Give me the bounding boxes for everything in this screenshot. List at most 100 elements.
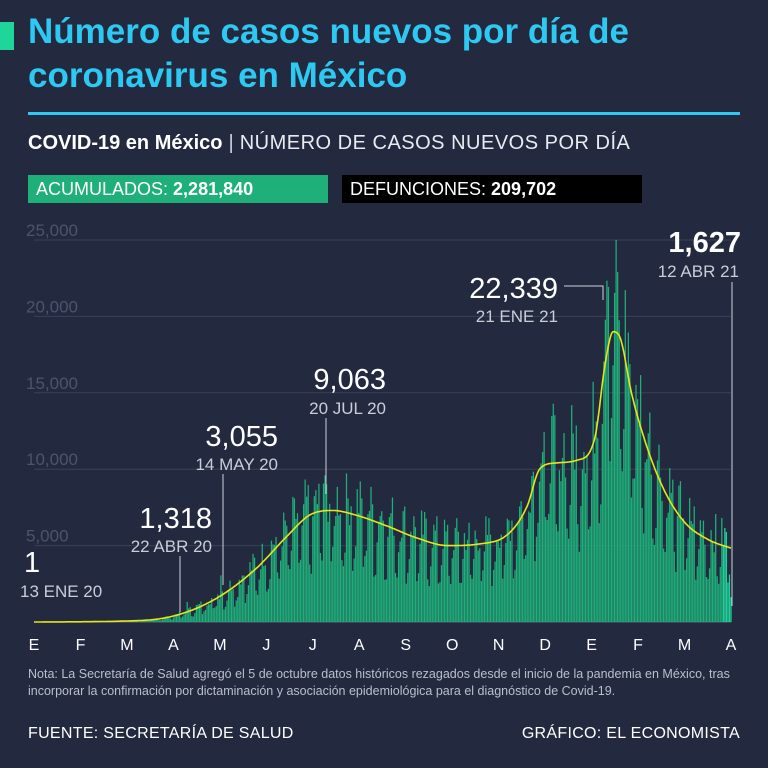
daily-bar bbox=[292, 496, 294, 622]
daily-bar bbox=[174, 614, 176, 622]
daily-bar bbox=[195, 605, 198, 622]
daily-bar bbox=[148, 620, 150, 622]
daily-bar bbox=[209, 604, 211, 622]
daily-bar bbox=[505, 543, 507, 622]
daily-bar bbox=[592, 381, 594, 622]
daily-bar bbox=[188, 608, 190, 622]
daily-bar bbox=[162, 619, 164, 622]
daily-bar bbox=[374, 574, 377, 622]
daily-bar bbox=[646, 459, 648, 622]
daily-bar bbox=[263, 566, 265, 622]
daily-bar bbox=[454, 527, 456, 622]
daily-bar bbox=[560, 481, 562, 622]
daily-bar bbox=[327, 521, 329, 622]
annotation-value: 9,063 bbox=[313, 364, 386, 396]
daily-bar bbox=[298, 562, 300, 622]
daily-bar bbox=[330, 561, 332, 622]
daily-bar bbox=[463, 533, 466, 622]
daily-bar bbox=[152, 618, 155, 622]
daily-bar bbox=[169, 618, 171, 622]
daily-bar bbox=[713, 552, 715, 622]
daily-bar bbox=[358, 512, 360, 622]
x-tick-label: F bbox=[633, 637, 643, 654]
x-tick-label: A bbox=[168, 637, 179, 654]
daily-bar bbox=[549, 483, 551, 622]
daily-bar bbox=[509, 540, 512, 622]
daily-bar bbox=[352, 570, 354, 622]
annotation-leader bbox=[564, 285, 604, 300]
daily-bar bbox=[652, 538, 654, 622]
daily-bar bbox=[318, 483, 320, 622]
daily-bar bbox=[630, 497, 633, 622]
daily-bar bbox=[296, 513, 299, 622]
x-tick-label: M bbox=[120, 637, 133, 654]
daily-bar bbox=[595, 421, 597, 622]
daily-bar bbox=[534, 561, 536, 622]
daily-bar bbox=[149, 620, 152, 622]
daily-bar bbox=[142, 620, 144, 622]
trend-line bbox=[34, 330, 732, 623]
daily-bar bbox=[707, 578, 709, 622]
daily-bar bbox=[537, 522, 539, 622]
daily-bar bbox=[604, 319, 607, 622]
daily-bar bbox=[563, 433, 565, 622]
daily-bar bbox=[368, 510, 371, 622]
x-tick-label: S bbox=[400, 637, 411, 654]
daily-bar bbox=[270, 540, 273, 622]
daily-bar bbox=[574, 469, 576, 622]
daily-bar bbox=[679, 481, 682, 622]
daily-bar bbox=[140, 620, 142, 622]
daily-bar bbox=[336, 486, 338, 622]
daily-bar bbox=[214, 607, 216, 622]
annotation-date: 14 MAY 20 bbox=[195, 455, 278, 474]
daily-bar bbox=[128, 621, 130, 622]
daily-bar bbox=[508, 520, 510, 622]
daily-bar bbox=[624, 290, 626, 622]
daily-bar bbox=[708, 568, 711, 622]
daily-bars bbox=[33, 240, 732, 622]
daily-bar bbox=[154, 618, 156, 622]
daily-bar bbox=[347, 498, 349, 622]
daily-bar bbox=[166, 616, 168, 622]
daily-bar bbox=[554, 415, 556, 622]
daily-bar bbox=[165, 616, 167, 622]
daily-bar bbox=[529, 512, 531, 622]
daily-bar bbox=[437, 583, 440, 622]
daily-bar bbox=[319, 553, 322, 622]
daily-bar bbox=[543, 432, 545, 622]
daily-bar bbox=[488, 518, 490, 622]
daily-bar bbox=[613, 292, 616, 622]
daily-bar bbox=[306, 496, 308, 622]
daily-bar bbox=[540, 463, 542, 622]
daily-bar bbox=[727, 582, 729, 622]
daily-bar bbox=[411, 537, 413, 622]
daily-bar bbox=[420, 510, 423, 622]
daily-bar bbox=[250, 570, 253, 622]
daily-bar bbox=[635, 384, 637, 622]
daily-bar bbox=[417, 573, 420, 622]
daily-bar bbox=[422, 534, 424, 622]
daily-bar bbox=[644, 462, 646, 622]
annotation-value: 22,339 bbox=[469, 273, 558, 305]
daily-bar bbox=[284, 520, 286, 622]
daily-bar bbox=[345, 473, 348, 622]
daily-bar bbox=[698, 549, 700, 622]
daily-bar bbox=[641, 507, 643, 622]
daily-bar bbox=[206, 605, 208, 622]
daily-bar bbox=[492, 569, 495, 622]
daily-bar bbox=[511, 520, 513, 622]
daily-bar bbox=[483, 551, 485, 622]
daily-bar bbox=[397, 552, 400, 622]
daily-bar bbox=[356, 489, 358, 622]
daily-bar bbox=[598, 523, 600, 622]
daily-bar bbox=[617, 272, 619, 622]
daily-bar bbox=[724, 528, 726, 622]
daily-bar bbox=[315, 490, 317, 622]
daily-bar bbox=[584, 473, 587, 622]
daily-bar bbox=[670, 492, 672, 622]
daily-bar bbox=[348, 525, 351, 622]
x-tick-label: J bbox=[262, 637, 270, 654]
daily-bar bbox=[404, 506, 406, 622]
daily-bar bbox=[715, 514, 717, 622]
